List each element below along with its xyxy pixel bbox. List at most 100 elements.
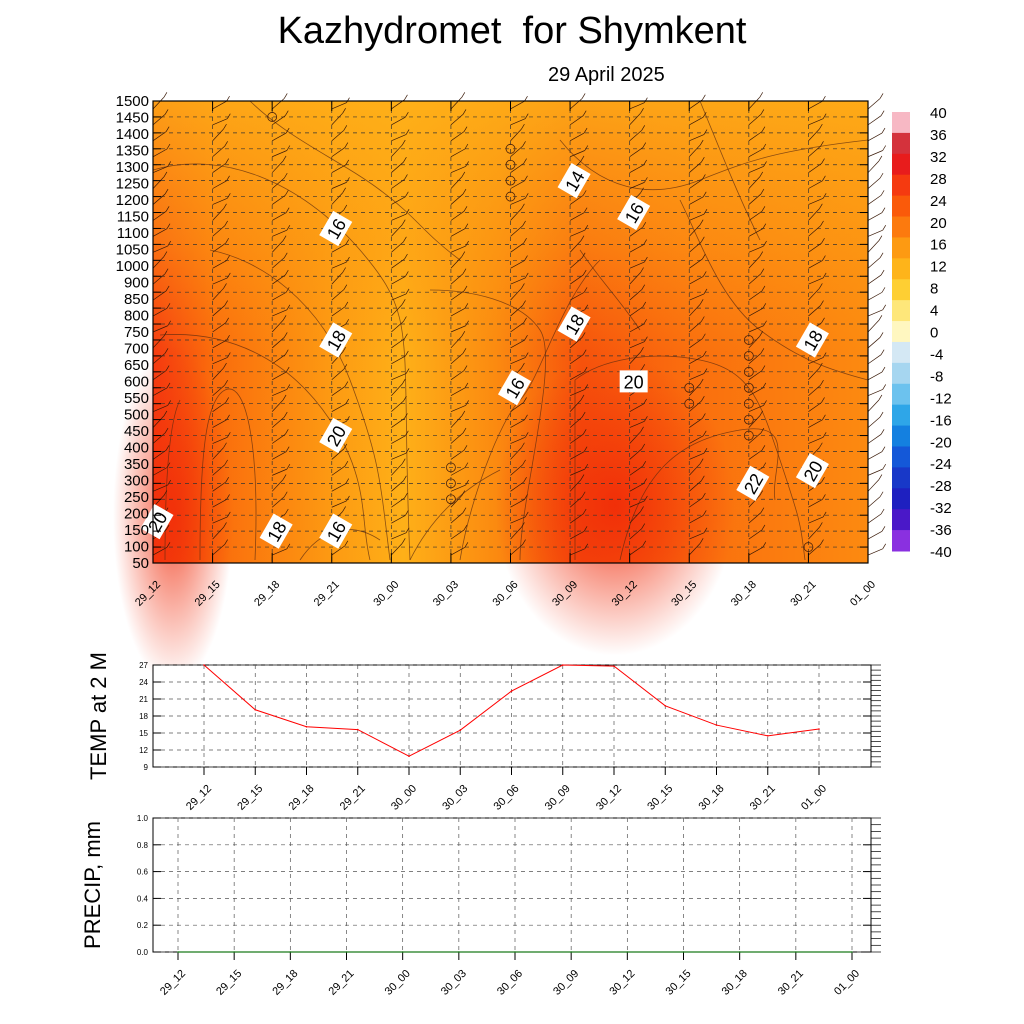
- wind-barb-flag: [640, 426, 644, 432]
- wind-barb-flag: [879, 252, 884, 258]
- wind-barb: [569, 212, 585, 221]
- x-tick-label: 30_18: [729, 579, 759, 609]
- wind-barb-flag: [880, 349, 885, 355]
- wind-barb: [569, 389, 585, 397]
- x-tick-label: 29_12: [158, 968, 188, 998]
- wind-barb: [748, 211, 763, 221]
- wind-barb-flag: [404, 94, 408, 100]
- wind-barb-flag: [345, 239, 350, 245]
- colorbar-swatch: [892, 362, 910, 385]
- chart-title: Kazhydromet for Shymkent: [277, 10, 747, 52]
- wind-barb-flag: [401, 299, 406, 305]
- wind-barb: [331, 112, 343, 126]
- wind-barb: [152, 335, 165, 349]
- wind-barb: [808, 367, 820, 381]
- contour-label-text: 20: [624, 372, 644, 392]
- wind-barb-flag: [642, 142, 647, 148]
- wind-barb-flag: [167, 161, 172, 167]
- wind-barb: [689, 515, 704, 524]
- wind-barb-flag: [404, 333, 408, 339]
- wind-barb: [450, 290, 465, 301]
- wind-barb-flag: [524, 255, 528, 261]
- y-tick-label: 21: [139, 695, 148, 704]
- wind-barb: [450, 114, 464, 126]
- wind-barb-flag: [224, 380, 228, 386]
- x-tick-label: 30_00: [383, 968, 413, 998]
- wind-barb: [748, 114, 762, 126]
- x-tick-label: 01_00: [848, 579, 878, 609]
- wind-barb: [272, 548, 288, 556]
- wind-barb: [808, 436, 824, 444]
- wind-barb-flag: [703, 527, 708, 534]
- wind-barb: [748, 245, 764, 253]
- colorbar-label: 0: [930, 325, 938, 342]
- wind-barb: [271, 132, 287, 142]
- wind-barb-flag: [822, 432, 827, 438]
- wind-barb: [510, 242, 524, 253]
- wind-barb-flag: [821, 317, 825, 324]
- wind-barb: [510, 402, 524, 412]
- wind-barb: [510, 180, 525, 189]
- wind-barb-flag: [522, 459, 526, 466]
- wind-barb-flag: [822, 414, 826, 421]
- wind-barb: [629, 130, 642, 142]
- x-tick-label: 30_15: [645, 783, 675, 813]
- wind-barb: [629, 306, 643, 317]
- wind-barb-flag: [640, 267, 644, 273]
- wind-barb-flag: [581, 491, 586, 497]
- wind-barb-flag: [581, 252, 586, 258]
- data-point: [682, 951, 685, 953]
- wind-barb-flag: [699, 219, 704, 225]
- wind-barb-flag: [223, 362, 227, 369]
- wind-barb-flag: [644, 177, 648, 183]
- wind-barb: [867, 274, 882, 285]
- wind-barb-flag: [880, 190, 885, 196]
- x-tick-label: 29_15: [235, 783, 265, 813]
- data-point: [715, 724, 718, 726]
- wind-barb: [391, 241, 404, 253]
- contour-line: [209, 249, 391, 561]
- wind-barb: [748, 97, 761, 110]
- wind-barb-flag: [642, 540, 647, 547]
- y-tick-label: 1450: [116, 110, 149, 127]
- calm-wind-circle: [505, 191, 516, 202]
- wind-barb-flag: [580, 155, 585, 162]
- wind-barb: [629, 483, 644, 492]
- wind-barb: [271, 177, 285, 189]
- wind-barb: [450, 273, 464, 285]
- wind-barb-flag: [760, 427, 765, 434]
- wind-barb: [212, 516, 228, 524]
- wind-barb-flag: [819, 283, 823, 289]
- wind-barb-flag: [167, 400, 172, 406]
- data-point: [510, 690, 513, 692]
- y-tick-label: 24: [139, 678, 148, 687]
- wind-barb-flag: [641, 443, 646, 450]
- wind-barb-flag: [881, 446, 886, 452]
- wind-barb-flag: [822, 494, 826, 500]
- wind-barb: [272, 389, 288, 397]
- wind-barb-flag: [580, 474, 585, 480]
- wind-barb-flag: [703, 209, 708, 215]
- wind-barb: [271, 240, 284, 253]
- wind-barb-flag: [644, 336, 648, 342]
- wind-barb-flag: [223, 283, 227, 289]
- wind-barb-flag: [284, 508, 289, 515]
- wind-barb: [391, 213, 407, 221]
- x-tick-label: 01_00: [832, 968, 862, 998]
- wind-barb-flag: [820, 141, 824, 147]
- data-point: [664, 705, 667, 707]
- wind-barb: [152, 325, 168, 333]
- colorbar-label: 28: [930, 171, 947, 188]
- contour-label-bg: [497, 370, 532, 406]
- wind-barb: [271, 195, 286, 205]
- y-tick-label: 550: [124, 390, 149, 407]
- wind-barb: [450, 256, 463, 269]
- wind-barb: [629, 448, 642, 460]
- x-tick-label: 30_12: [607, 968, 637, 998]
- wind-barb-flag: [819, 123, 823, 130]
- wind-barb: [748, 166, 764, 174]
- wind-barb: [391, 304, 403, 317]
- wind-barb-flag: [640, 108, 644, 114]
- wind-barb-flag: [701, 157, 705, 163]
- colorbar-swatch: [892, 153, 910, 176]
